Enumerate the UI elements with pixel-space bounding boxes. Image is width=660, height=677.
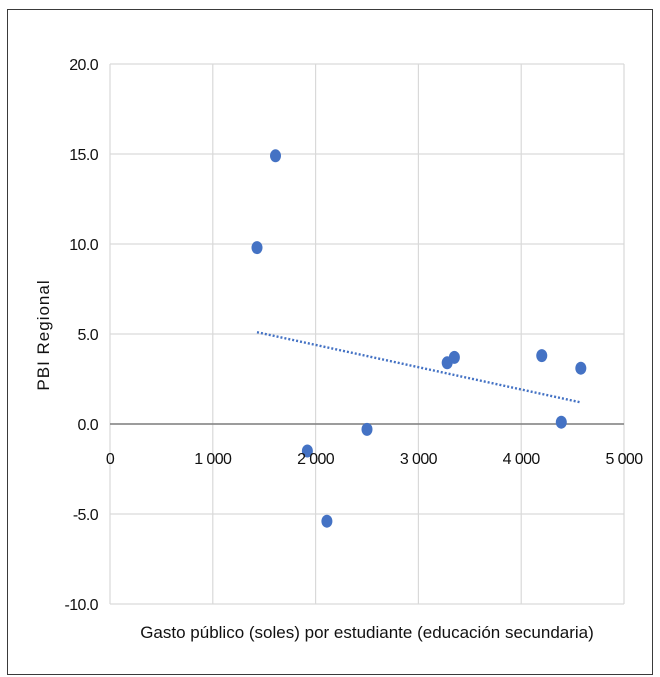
x-tick-label: 5 000 — [605, 451, 643, 468]
data-point — [361, 422, 373, 436]
data-point — [555, 415, 567, 429]
data-point — [575, 361, 587, 375]
data-point — [536, 349, 548, 363]
y-tick-label: 10.0 — [69, 237, 98, 254]
x-tick-labels: 0 1 000 2 000 3 000 4 000 5 000 — [106, 451, 644, 468]
data-points — [251, 149, 587, 528]
y-axis-title: PBI Regional — [34, 279, 53, 390]
x-tick-label: 0 — [106, 451, 115, 468]
x-tick-label: 3 000 — [400, 451, 438, 468]
data-point — [321, 514, 333, 528]
y-tick-labels: 20.0 15.0 10.0 5.0 0.0 -5.0 -10.0 — [65, 57, 100, 614]
x-tick-label: 1 000 — [194, 451, 232, 468]
x-axis-title: Gasto público (soles) por estudiante (ed… — [140, 623, 594, 642]
x-tick-label: 4 000 — [503, 451, 541, 468]
grid-lines — [109, 63, 625, 605]
y-tick-label: -10.0 — [65, 597, 99, 614]
y-tick-label: 20.0 — [69, 57, 98, 74]
chart-frame — [7, 9, 653, 675]
trendline-group — [256, 331, 582, 404]
y-tick-label: -5.0 — [73, 507, 99, 524]
trendline — [256, 331, 582, 404]
y-tick-label: 0.0 — [78, 417, 99, 434]
x-tick-label: 2 000 — [297, 451, 335, 468]
data-point — [270, 149, 282, 163]
data-point — [448, 350, 460, 364]
y-tick-label: 15.0 — [69, 147, 98, 164]
y-tick-label: 5.0 — [78, 327, 99, 344]
data-point — [301, 444, 313, 458]
data-point — [251, 241, 263, 255]
